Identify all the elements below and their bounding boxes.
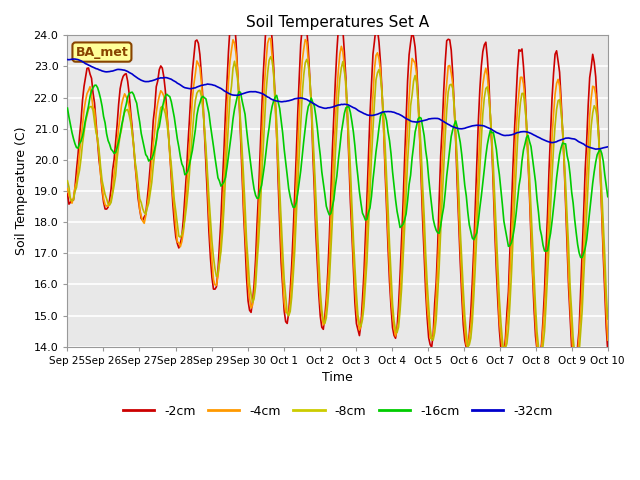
Legend: -2cm, -4cm, -8cm, -16cm, -32cm: -2cm, -4cm, -8cm, -16cm, -32cm	[118, 400, 557, 423]
Title: Soil Temperatures Set A: Soil Temperatures Set A	[246, 15, 429, 30]
Text: BA_met: BA_met	[76, 46, 128, 59]
Y-axis label: Soil Temperature (C): Soil Temperature (C)	[15, 127, 28, 255]
X-axis label: Time: Time	[322, 372, 353, 384]
